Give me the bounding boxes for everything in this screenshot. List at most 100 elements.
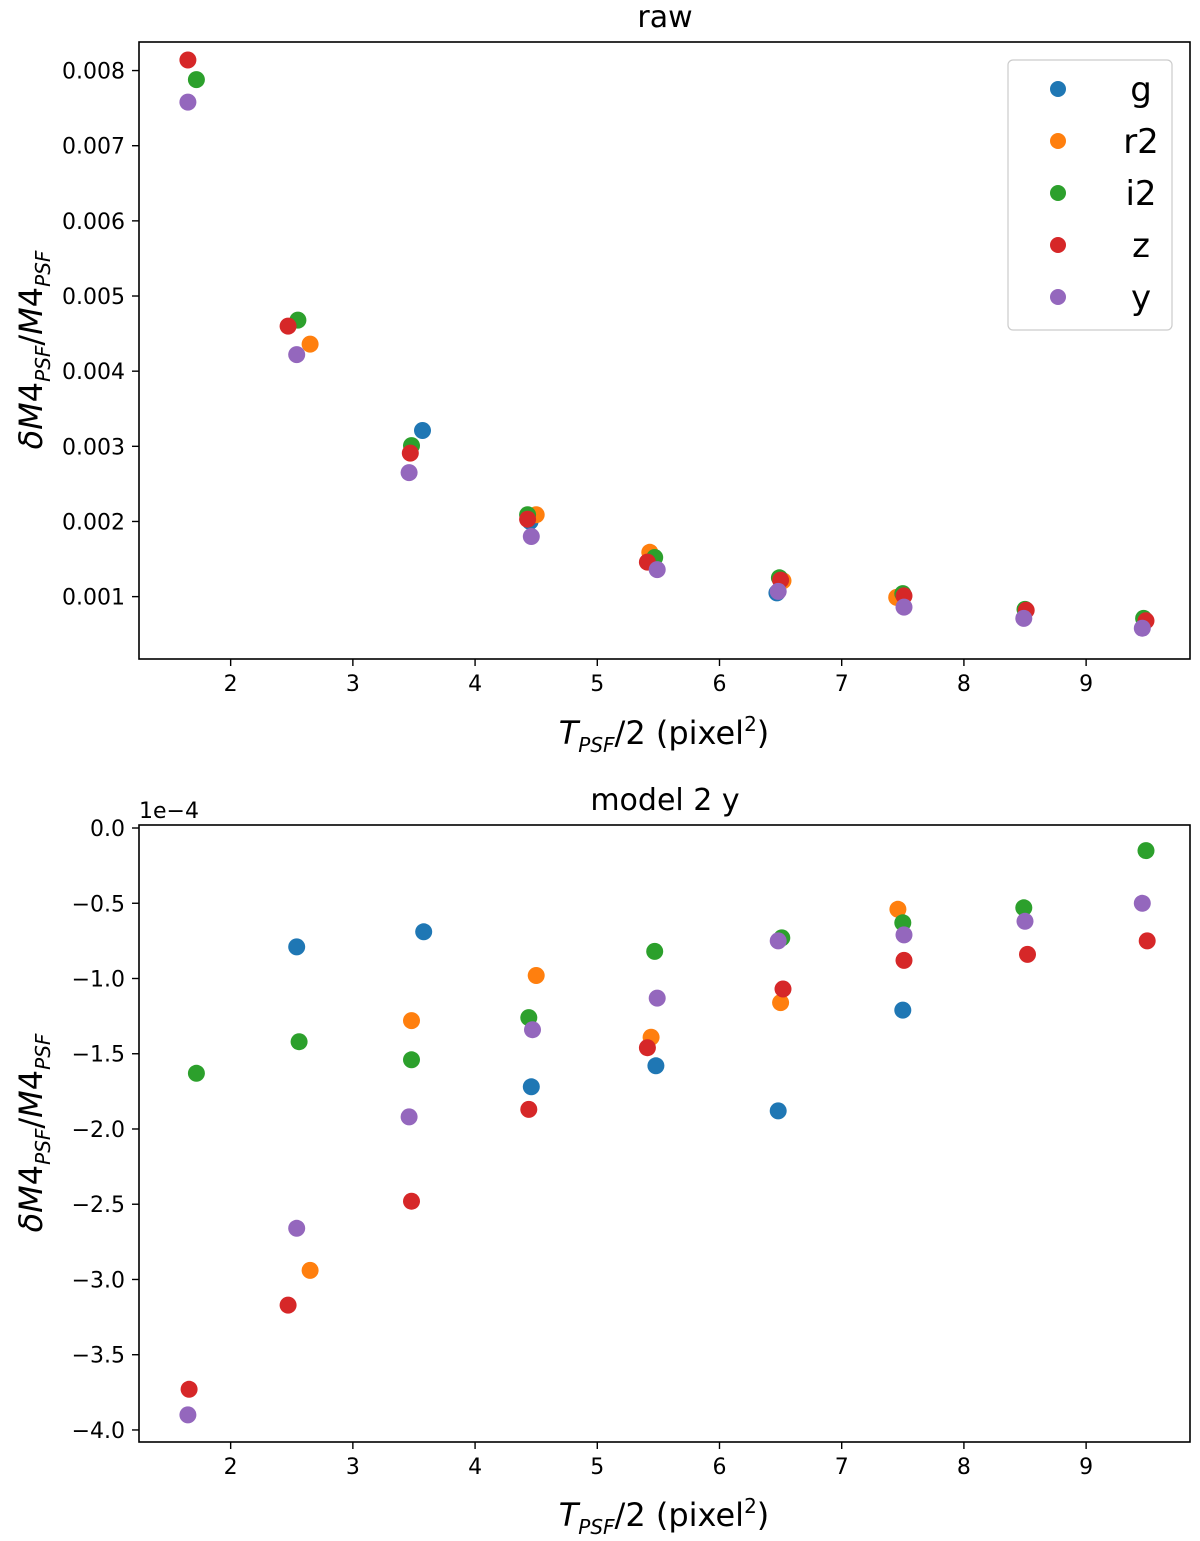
raw-point-y bbox=[648, 561, 666, 579]
legend-label-i2: i2 bbox=[1125, 174, 1156, 214]
raw-title: raw bbox=[637, 0, 692, 35]
raw-y-tick-label: 0.003 bbox=[62, 435, 125, 460]
model-2-y-point-y bbox=[648, 989, 666, 1007]
raw-data-points bbox=[179, 51, 1155, 637]
model-2-y-point-y bbox=[769, 932, 787, 950]
raw-y-tick-label: 0.008 bbox=[62, 60, 125, 85]
model-2-y-offset-text: 1e−4 bbox=[139, 799, 199, 824]
model-2-y-point-y bbox=[179, 1406, 197, 1424]
model-2-y-panel: model 2 y 1e−4 2 3 4 5 6 7 8 9 −4.0 −3.5 −3.0 −2.5… bbox=[12, 783, 1191, 1539]
model-2-y-point-i2 bbox=[646, 942, 664, 960]
model-2-y-x-tick-label: 8 bbox=[957, 1455, 971, 1480]
raw-plot-frame bbox=[138, 41, 1191, 660]
legend-label-z: z bbox=[1132, 226, 1150, 266]
model-2-y-point-r2 bbox=[889, 900, 907, 918]
model-2-y-point-y bbox=[1016, 912, 1034, 930]
model-2-y-point-r2 bbox=[403, 1012, 420, 1030]
raw-point-y bbox=[1015, 609, 1033, 627]
model-2-y-y-tick-label: 0.0 bbox=[90, 817, 125, 842]
model-2-y-point-r2 bbox=[527, 967, 545, 984]
model-2-y-x-axis-label: TPSF/2 (pixel2) bbox=[559, 1494, 770, 1539]
legend-marker-i2 bbox=[1050, 185, 1066, 201]
raw-x-ticks: 2 3 4 5 6 7 8 9 bbox=[224, 659, 1093, 697]
raw-x-axis-label: TPSF/2 (pixel2) bbox=[559, 712, 770, 757]
model-2-y-x-tick-label: 2 bbox=[224, 1455, 238, 1480]
raw-point-y bbox=[1133, 619, 1151, 637]
model-2-y-x-ticks: 2 3 4 5 6 7 8 9 bbox=[224, 1442, 1093, 1480]
model-2-y-point-y bbox=[400, 1108, 418, 1126]
model-2-y-point-g bbox=[522, 1078, 540, 1096]
model-2-y-point-z bbox=[1019, 945, 1036, 963]
raw-y-tick-label: 0.007 bbox=[62, 135, 125, 160]
model-2-y-y-tick-label: −1.0 bbox=[72, 967, 125, 992]
legend-marker-y bbox=[1050, 289, 1066, 305]
raw-x-tick-label: 7 bbox=[835, 672, 849, 697]
raw-point-y bbox=[179, 93, 197, 111]
legend: g r2 i2 z y bbox=[1007, 59, 1173, 331]
raw-point-y bbox=[895, 598, 913, 616]
model-2-y-point-i2 bbox=[1137, 842, 1155, 860]
legend-marker-z bbox=[1050, 237, 1066, 253]
raw-y-tick-label: 0.001 bbox=[62, 586, 125, 611]
raw-y-tick-label: 0.005 bbox=[62, 285, 125, 310]
model-2-y-x-tick-label: 5 bbox=[590, 1455, 604, 1480]
model-2-y-point-g bbox=[288, 938, 306, 956]
model-2-y-point-z bbox=[520, 1100, 538, 1118]
raw-x-tick-label: 4 bbox=[468, 672, 482, 697]
model-2-y-point-g bbox=[647, 1057, 665, 1075]
raw-y-tick-label: 0.002 bbox=[62, 510, 125, 535]
model-2-y-point-z bbox=[403, 1192, 420, 1210]
raw-y-tick-label: 0.004 bbox=[62, 360, 125, 385]
raw-x-tick-label: 5 bbox=[590, 672, 604, 697]
legend-marker-g bbox=[1050, 81, 1066, 97]
model-2-y-point-g bbox=[894, 1001, 912, 1019]
model-2-y-y-tick-label: −3.5 bbox=[72, 1344, 125, 1369]
model-2-y-point-z bbox=[895, 951, 913, 969]
legend-label-g: g bbox=[1130, 70, 1152, 110]
model-2-y-x-tick-label: 7 bbox=[835, 1455, 849, 1480]
model-2-y-point-z bbox=[774, 980, 792, 998]
model-2-y-x-tick-label: 4 bbox=[468, 1455, 482, 1480]
raw-point-i2 bbox=[187, 71, 205, 89]
model-2-y-point-r2 bbox=[301, 1261, 319, 1279]
model-2-y-point-y bbox=[288, 1219, 306, 1237]
model-2-y-x-tick-label: 6 bbox=[712, 1455, 726, 1480]
legend-label-y: y bbox=[1131, 278, 1151, 318]
model-2-y-point-z bbox=[180, 1380, 198, 1398]
model-2-y-point-i2 bbox=[290, 1033, 308, 1051]
model-2-y-y-tick-label: −2.0 bbox=[72, 1118, 125, 1143]
model-2-y-x-tick-label: 3 bbox=[346, 1455, 360, 1480]
raw-point-z bbox=[519, 510, 537, 528]
model-2-y-point-g bbox=[769, 1102, 787, 1120]
model-2-y-title: model 2 y bbox=[590, 783, 739, 818]
model-2-y-point-z bbox=[638, 1039, 656, 1057]
raw-x-tick-label: 6 bbox=[712, 672, 726, 697]
model-2-y-point-i2 bbox=[403, 1051, 420, 1069]
model-2-y-point-g bbox=[415, 923, 433, 941]
model-2-y-y-tick-label: −4.0 bbox=[72, 1419, 125, 1444]
raw-y-tick-label: 0.006 bbox=[62, 210, 125, 235]
model-2-y-point-i2 bbox=[187, 1064, 205, 1082]
raw-point-r2 bbox=[301, 335, 319, 353]
raw-point-y bbox=[522, 528, 540, 545]
raw-point-g bbox=[414, 422, 431, 439]
raw-point-y bbox=[769, 582, 787, 600]
raw-point-y bbox=[400, 464, 418, 482]
model-2-y-point-r2 bbox=[772, 994, 790, 1012]
raw-point-z bbox=[279, 317, 297, 335]
raw-x-tick-label: 3 bbox=[346, 672, 360, 697]
raw-point-y bbox=[288, 346, 306, 364]
legend-marker-r2 bbox=[1050, 133, 1066, 149]
model-2-y-y-axis-label: δM4PSF/M4PSF bbox=[12, 1033, 55, 1232]
model-2-y-x-tick-label: 9 bbox=[1079, 1455, 1093, 1480]
model-2-y-point-i2 bbox=[1015, 899, 1033, 917]
legend-label-r2: r2 bbox=[1123, 122, 1159, 162]
model-2-y-point-y bbox=[895, 926, 913, 944]
legend-box bbox=[1007, 59, 1173, 331]
raw-point-z bbox=[401, 444, 419, 462]
raw-y-axis-label: δM4PSF/M4PSF bbox=[12, 250, 55, 449]
model-2-y-point-z bbox=[279, 1296, 297, 1314]
model-2-y-point-z bbox=[1138, 932, 1156, 950]
